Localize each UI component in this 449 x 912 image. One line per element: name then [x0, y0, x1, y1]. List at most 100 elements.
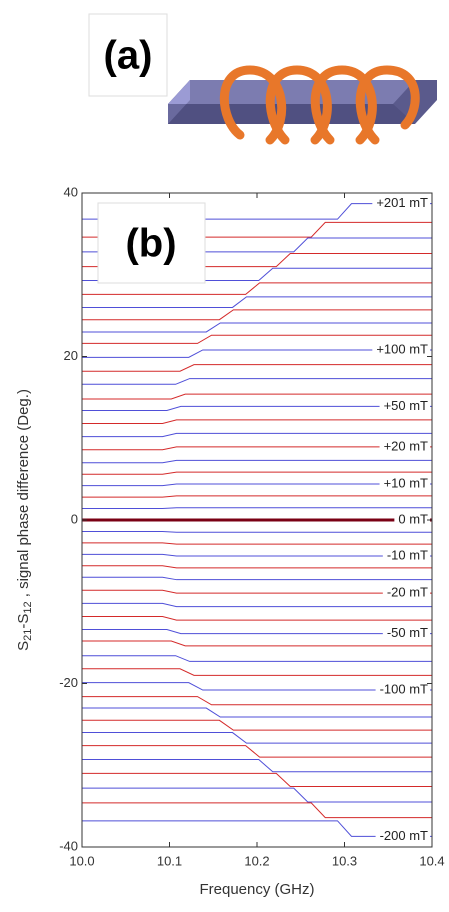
- y-axis-label-part: -S: [15, 614, 32, 629]
- label-bg: [372, 195, 430, 212]
- trace: [82, 446, 432, 451]
- label-bg: [382, 547, 430, 564]
- trace: [82, 419, 432, 425]
- y-axis-label-part: 21: [22, 629, 34, 641]
- panel-label: (a): [104, 34, 153, 78]
- trace: [82, 640, 432, 647]
- trace: [82, 655, 432, 662]
- trace: [82, 296, 432, 308]
- panel-b: +201 mT +100 mT +50 mT +20 mT +10 mT 0 mT -10 …: [15, 184, 445, 898]
- trace-label: +50 mT: [379, 398, 430, 415]
- label-bg: [382, 625, 430, 642]
- trace-label-text: -100 mT: [380, 681, 428, 696]
- y-tick-label: 20: [64, 348, 78, 363]
- trace-label: -200 mT: [375, 828, 430, 845]
- y-axis-label-part: , signal phase difference (Deg.): [15, 389, 32, 601]
- trace: [82, 471, 432, 475]
- prism-side: [168, 104, 415, 124]
- trace: [82, 772, 432, 787]
- panel-label: (b): [125, 222, 176, 266]
- label-bg: [382, 585, 430, 602]
- trace: [82, 542, 432, 545]
- coil: [219, 65, 420, 145]
- prism-face: [168, 80, 415, 104]
- panel-a: (a): [88, 13, 437, 145]
- trace: [82, 553, 432, 557]
- label-bg: [375, 682, 430, 699]
- label-bg: [394, 512, 430, 528]
- label-bg: [379, 398, 430, 415]
- trace: [82, 589, 432, 594]
- trace: [82, 576, 432, 581]
- trace: [82, 629, 432, 635]
- trace: [82, 802, 432, 819]
- trace: [82, 530, 432, 533]
- trace-label: 0 mT: [394, 511, 430, 528]
- trace-label-text: +20 mT: [384, 438, 428, 453]
- trace-label-text: 0 mT: [398, 511, 428, 526]
- trace: [82, 378, 432, 385]
- trace: [82, 393, 432, 400]
- label-bg: [375, 828, 430, 845]
- trace: [82, 732, 432, 744]
- trace-label: +10 mT: [379, 475, 430, 493]
- trace-label-text: -10 mT: [387, 547, 428, 562]
- trace-label: -10 mT: [382, 547, 430, 564]
- x-tick-label: 10.1: [157, 853, 182, 868]
- trace-label-text: +50 mT: [384, 398, 428, 413]
- x-tick-label: 10.0: [69, 853, 94, 868]
- trace: [82, 565, 432, 569]
- trace-label: +100 mT: [372, 341, 430, 358]
- trace: [82, 745, 432, 758]
- trace-label-text: +201 mT: [376, 195, 428, 210]
- x-tick-label: 10.2: [244, 853, 269, 868]
- trace: [82, 495, 432, 498]
- label-bg: [379, 438, 430, 455]
- trace: [82, 349, 432, 358]
- trace-label: -20 mT: [382, 585, 430, 602]
- trace: [82, 682, 432, 691]
- trace: [82, 507, 432, 510]
- y-tick-label: -20: [59, 675, 78, 690]
- y-tick-label: -40: [59, 838, 78, 853]
- y-axis-label: S21-S12 , signal phase difference (Deg.): [15, 389, 34, 651]
- trace-label-text: +10 mT: [384, 475, 428, 490]
- trace: [82, 459, 432, 464]
- trace: [82, 334, 432, 344]
- trace: [82, 719, 432, 731]
- trace: [82, 696, 432, 706]
- trace-label: -100 mT: [375, 681, 430, 699]
- trace: [82, 707, 432, 718]
- y-tick-label: 40: [64, 184, 78, 199]
- trace-label: -50 mT: [382, 625, 430, 642]
- trace: [82, 615, 432, 621]
- trace: [82, 432, 432, 438]
- label-box: [88, 13, 168, 97]
- x-tick-label: 10.4: [419, 853, 444, 868]
- y-tick-label: 0: [71, 511, 78, 526]
- trace: [82, 405, 432, 411]
- trace: [82, 282, 432, 295]
- trace: [82, 364, 432, 372]
- trace-label-text: +100 mT: [376, 341, 428, 356]
- trace-label: +201 mT: [372, 195, 430, 212]
- trace: [82, 759, 432, 773]
- x-tick-label: 10.3: [332, 853, 357, 868]
- label-bg: [379, 476, 430, 493]
- trace-label-text: -20 mT: [387, 585, 428, 600]
- label-bg: [372, 341, 430, 358]
- trace: [82, 322, 432, 333]
- trace-label: +20 mT: [379, 438, 430, 455]
- trace: [82, 668, 432, 676]
- trace: [82, 602, 432, 608]
- trace: [82, 309, 432, 321]
- trace-label-text: -50 mT: [387, 625, 428, 640]
- x-axis-label: Frequency (GHz): [199, 881, 314, 898]
- y-axis-label-part: 12: [22, 601, 34, 613]
- trace-label-text: -200 mT: [380, 828, 428, 843]
- y-axis-label-part: S: [15, 641, 32, 651]
- trace: [82, 483, 432, 487]
- trace: [82, 787, 432, 803]
- label-box: [97, 202, 206, 284]
